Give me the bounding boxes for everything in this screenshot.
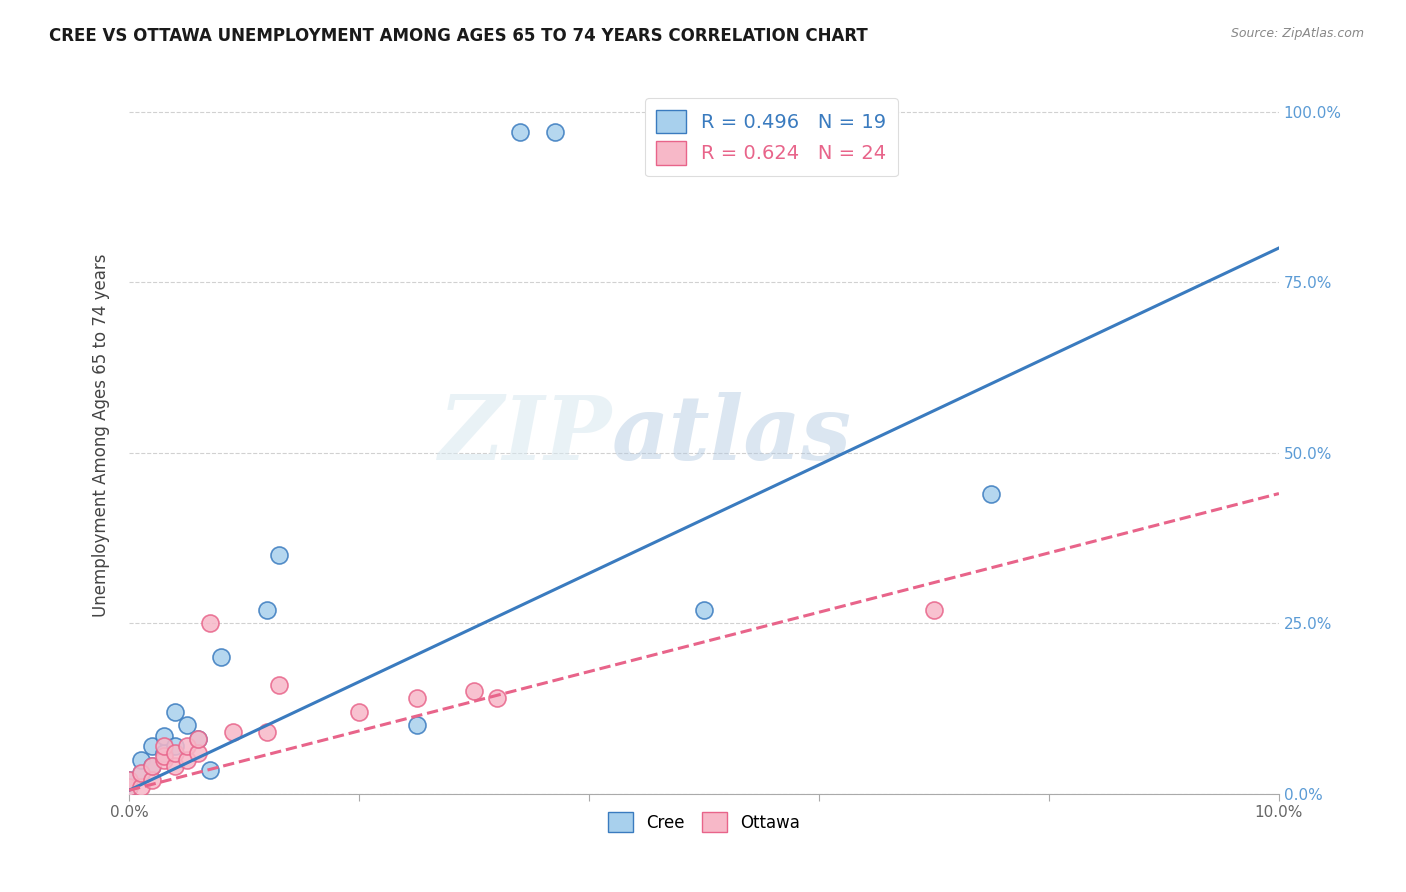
Point [405, 691, 427, 706]
Point [141, 759, 163, 773]
Text: CREE VS OTTAWA UNEMPLOYMENT AMONG AGES 65 TO 74 YEARS CORRELATION CHART: CREE VS OTTAWA UNEMPLOYMENT AMONG AGES 6… [49, 27, 868, 45]
Point [165, 746, 187, 760]
Point [165, 759, 187, 773]
Text: Source: ZipAtlas.com: Source: ZipAtlas.com [1230, 27, 1364, 40]
Point [256, 602, 278, 616]
Point [165, 705, 187, 719]
Point [405, 718, 427, 732]
Point [509, 125, 531, 139]
Point [693, 602, 716, 616]
Point [176, 739, 198, 753]
Point [187, 732, 209, 747]
Point [922, 602, 945, 616]
Point [118, 772, 141, 787]
Point [463, 684, 485, 698]
Point [152, 729, 174, 743]
Point [209, 650, 232, 665]
Point [980, 486, 1002, 500]
Point [198, 763, 221, 777]
Point [141, 772, 163, 787]
Point [187, 746, 209, 760]
Point [152, 749, 174, 764]
Point [141, 739, 163, 753]
Point [118, 772, 141, 787]
Point [118, 780, 141, 794]
Text: ZIP: ZIP [439, 392, 612, 479]
Point [129, 766, 152, 780]
Point [267, 677, 290, 691]
Point [152, 746, 174, 760]
Point [347, 705, 370, 719]
Point [267, 548, 290, 562]
Point [129, 780, 152, 794]
Point [118, 780, 141, 794]
Point [141, 759, 163, 773]
Y-axis label: Unemployment Among Ages 65 to 74 years: Unemployment Among Ages 65 to 74 years [93, 254, 110, 617]
Point [129, 766, 152, 780]
Point [176, 753, 198, 767]
Point [221, 725, 243, 739]
Legend: Cree, Ottawa: Cree, Ottawa [602, 805, 807, 839]
Point [256, 725, 278, 739]
Point [165, 739, 187, 753]
Point [198, 616, 221, 631]
Point [187, 732, 209, 747]
Point [486, 691, 509, 706]
Text: atlas: atlas [612, 392, 852, 479]
Point [176, 718, 198, 732]
Point [129, 753, 152, 767]
Point [152, 739, 174, 753]
Point [543, 125, 565, 139]
Point [152, 753, 174, 767]
